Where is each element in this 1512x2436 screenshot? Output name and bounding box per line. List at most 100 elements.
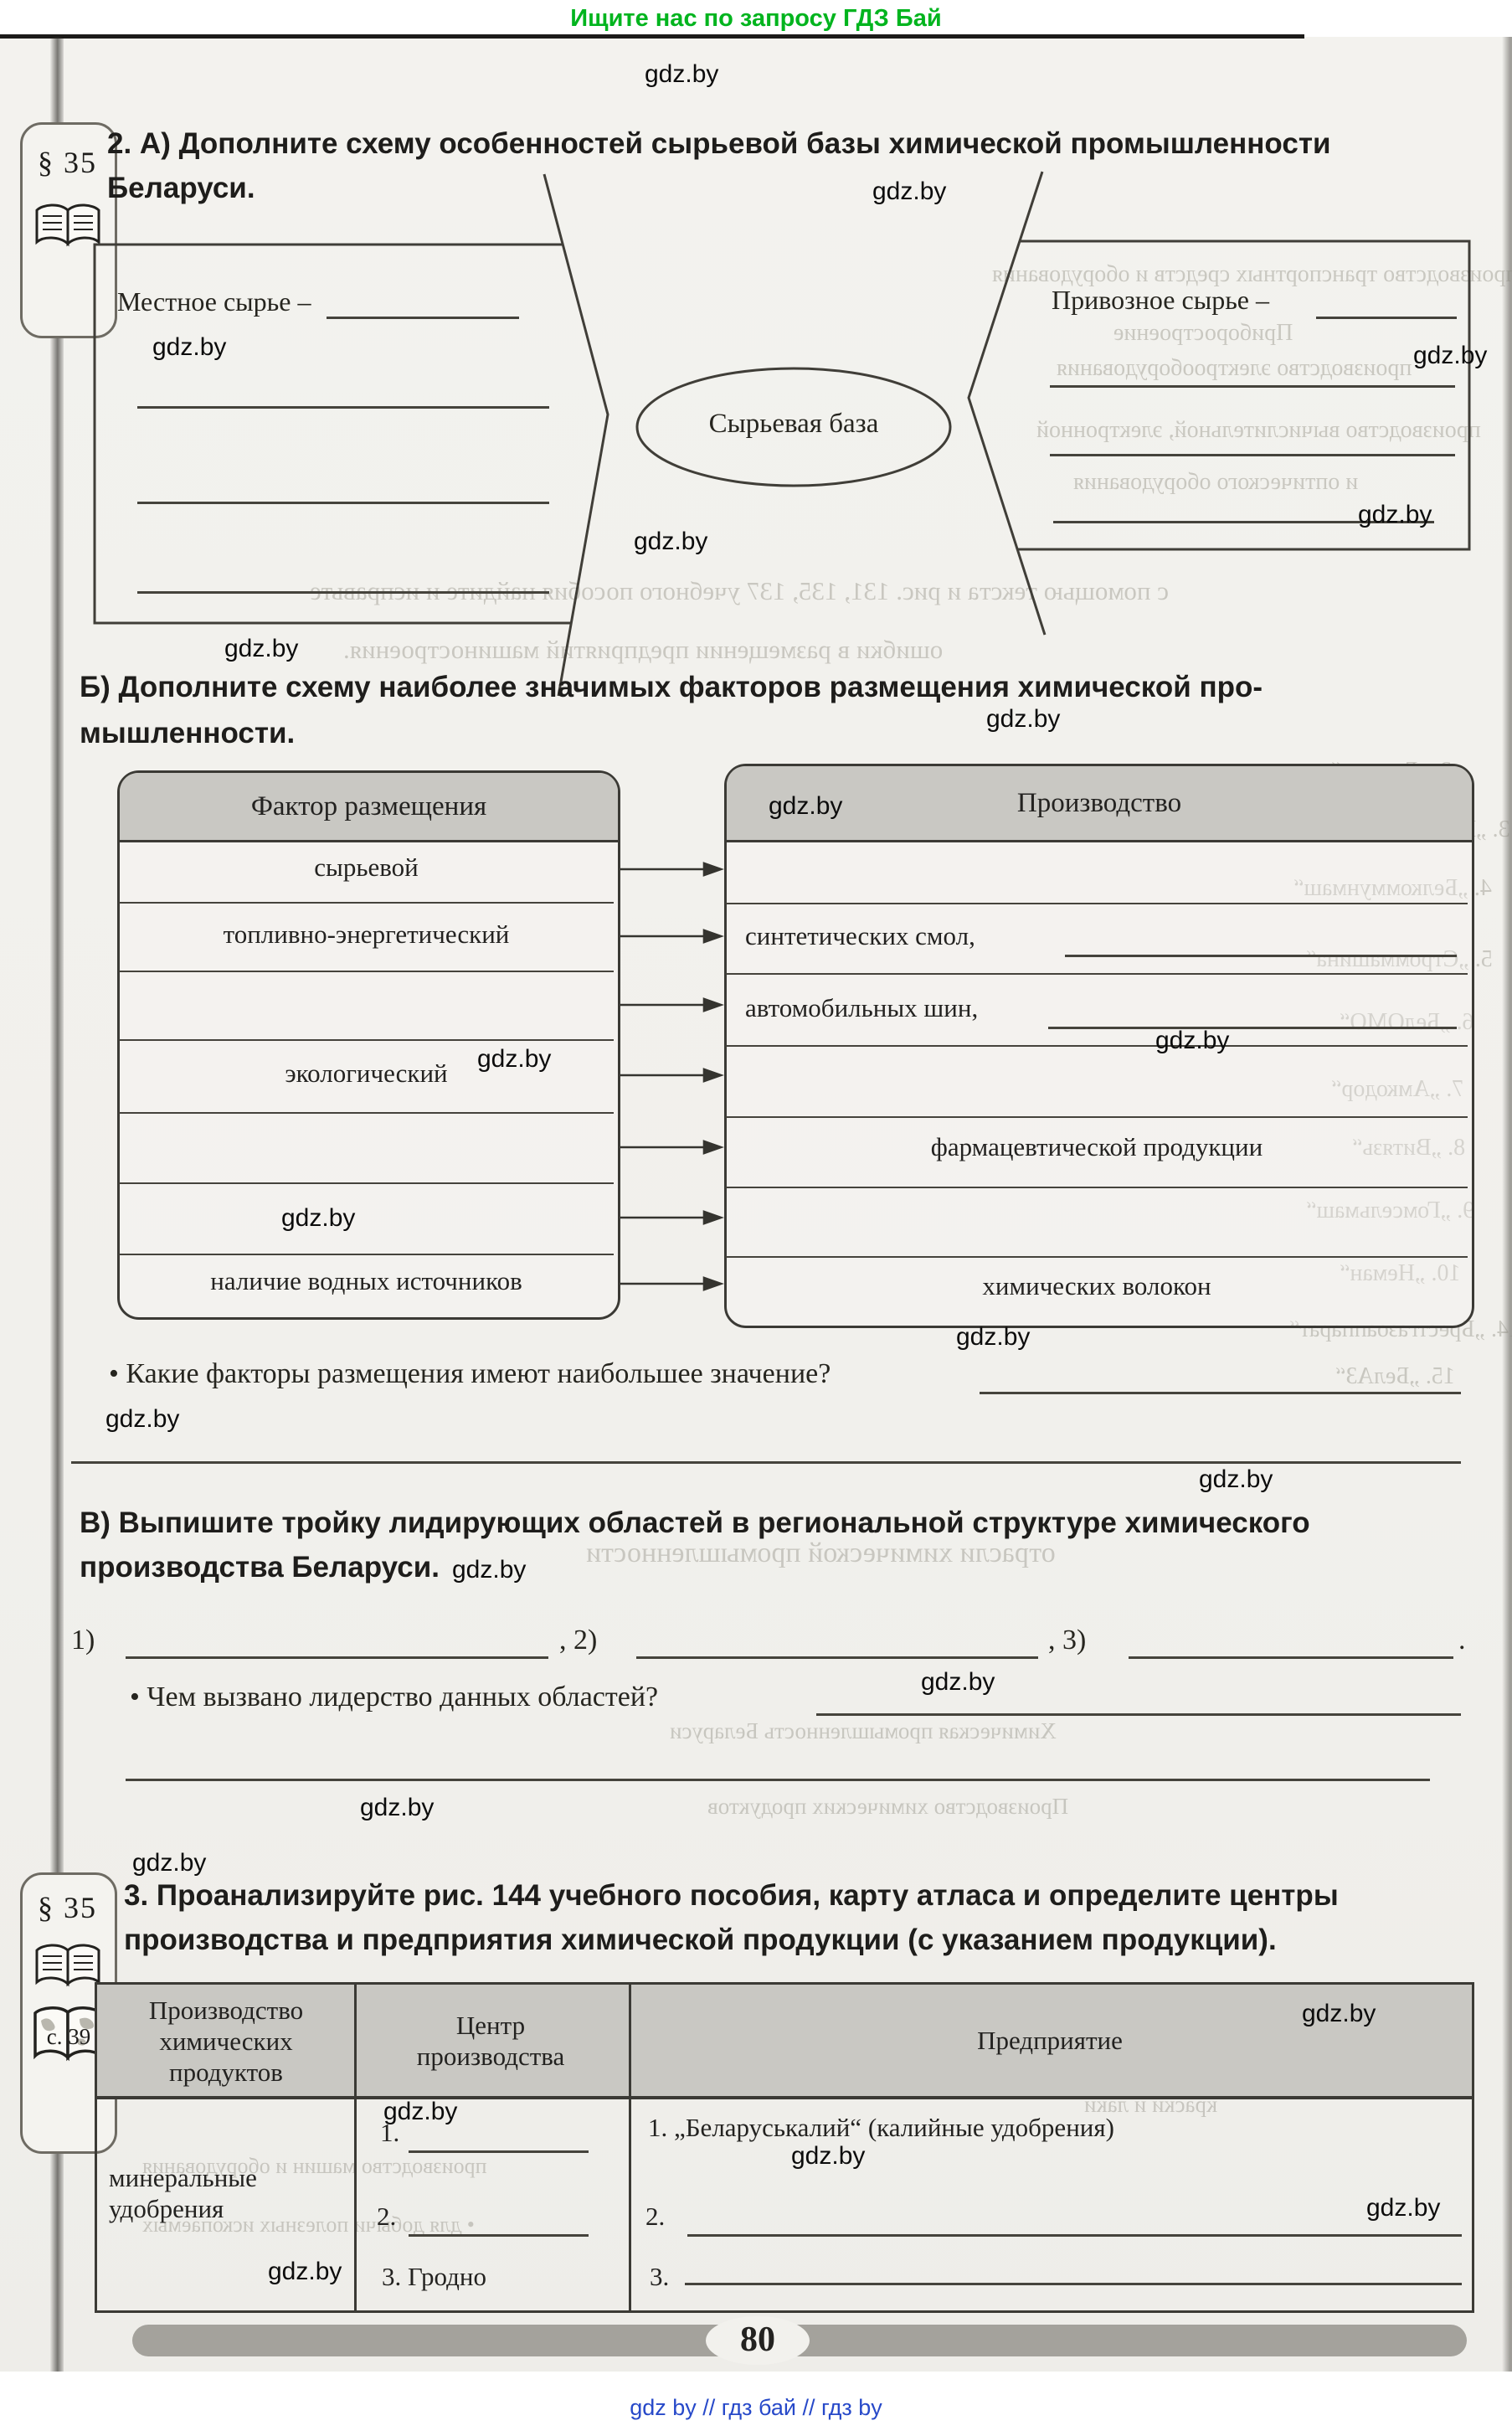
production-row: химических волокон xyxy=(982,1271,1211,1300)
page-number: 80 xyxy=(740,2320,775,2359)
watermark: gdz.by xyxy=(268,2258,342,2285)
answer-blank xyxy=(685,2283,1462,2285)
answer-blank xyxy=(409,2234,589,2237)
answer-blank xyxy=(327,317,519,319)
factors-box-header: Фактор размещения xyxy=(120,773,618,842)
watermark: gdz.by xyxy=(986,705,1061,733)
table-col-header: Центр производства xyxy=(416,2011,565,2072)
enum-2: , 2) xyxy=(559,1625,598,1656)
row-divider xyxy=(726,903,1468,904)
atlas-page-label: с. 39 xyxy=(46,2024,91,2049)
task2v-heading: В) Выпишите тройку лидирующих областей в… xyxy=(80,1506,1310,1584)
paragraph-label: § 35 xyxy=(38,1891,97,1924)
enum-dot: . xyxy=(1458,1625,1466,1656)
row-divider xyxy=(119,1254,614,1255)
factor-row: сырьевой xyxy=(314,852,419,882)
watermark: gdz.by xyxy=(645,60,719,88)
scan-right-edge xyxy=(1502,37,1512,2372)
enterprise-cell-1: 1. „Беларуськалий“ (калийные удобрения) xyxy=(648,2113,1114,2142)
enterprise-cell-2: 2. xyxy=(645,2202,666,2231)
watermark: gdz.by xyxy=(360,1794,435,1821)
watermark: gdz.by xyxy=(383,2098,458,2125)
watermark: gdz.by xyxy=(1302,2000,1376,2027)
task2b-heading-line2: мышленности. xyxy=(80,717,296,749)
bleedthrough-text: 15. „БелАЗ“ xyxy=(1335,1363,1455,1389)
scheme-center-label: Сырьевая база xyxy=(708,409,879,439)
row-divider xyxy=(726,1187,1468,1188)
answer-blank xyxy=(126,1656,548,1659)
answer-blank xyxy=(137,502,549,504)
task2b-heading-line1: Б) Дополните схему наиболее значимых фак… xyxy=(80,671,1263,703)
row-divider xyxy=(119,902,614,904)
answer-blank xyxy=(1065,955,1457,957)
open-book-icon xyxy=(35,1944,100,1987)
watermark: gdz.by xyxy=(921,1668,995,1696)
product-cell: минеральные удобрения xyxy=(109,2163,257,2224)
production-box-header: Производство xyxy=(727,766,1472,842)
row-divider xyxy=(726,973,1468,975)
center-cell-3: 3. Гродно xyxy=(382,2262,486,2291)
watermark: gdz.by xyxy=(791,2142,866,2170)
watermark: gdz.by xyxy=(132,1849,207,1877)
production-row: синтетических смол, xyxy=(745,921,975,950)
factor-row: наличие водных источников xyxy=(210,1266,522,1295)
open-book-icon xyxy=(35,203,100,247)
row-divider xyxy=(119,1039,614,1041)
watermark: gdz.by xyxy=(769,792,843,820)
bleedthrough-text: Химическая промышленность Беларуси xyxy=(670,1718,1057,1743)
task2-heading: 2. А) Дополните схему особенностей сырье… xyxy=(107,127,1331,204)
watermark: gdz.by xyxy=(452,1556,527,1584)
scan-top-edge xyxy=(0,34,1304,39)
page-number-ellipse xyxy=(706,2316,810,2365)
answer-blank xyxy=(137,591,549,594)
watermark: gdz.by xyxy=(1199,1465,1273,1493)
question-factors: • Какие факторы размещения имеют наиболь… xyxy=(109,1358,831,1389)
production-row: фармацевтической продукции xyxy=(930,1132,1263,1161)
gdz-search-hint: Ищите нас по запросу ГДЗ Бай xyxy=(570,5,942,32)
row-divider xyxy=(119,1182,614,1184)
watermark: gdz.by xyxy=(477,1045,552,1073)
row-divider xyxy=(726,1256,1468,1258)
answer-blank xyxy=(636,1656,1038,1659)
factor-row: топливно-энергетический xyxy=(223,919,510,949)
table-col-header: Предприятие xyxy=(977,2026,1123,2055)
answer-blank xyxy=(1129,1656,1453,1659)
answer-blank xyxy=(126,1779,1430,1781)
watermark: gdz.by xyxy=(224,635,299,662)
answer-blank xyxy=(137,406,549,409)
column-divider xyxy=(354,1985,357,2310)
paragraph-label: § 35 xyxy=(38,146,97,179)
question-leaders: • Чем вызвано лидерство данных областей? xyxy=(130,1682,659,1712)
row-divider xyxy=(726,1045,1468,1047)
enterprise-cell-3: 3. xyxy=(650,2262,670,2291)
answer-blank xyxy=(980,1392,1461,1394)
factor-row: экологический xyxy=(285,1058,448,1088)
watermark: gdz.by xyxy=(281,1204,356,1232)
footer-gdz-links: gdz by // гдз бай // гдз by xyxy=(630,2395,882,2420)
task3-table: Производство химических продуктов Центр … xyxy=(95,1982,1474,2313)
margin-tab-task2: § 35 xyxy=(20,122,117,338)
table-header-row xyxy=(97,1985,1472,2099)
table-col-header: Производство химических продуктов xyxy=(148,1996,304,2088)
answer-blank xyxy=(1050,454,1455,456)
watermark: gdz.by xyxy=(1155,1027,1230,1054)
bleedthrough-text: Производство химических продуктов xyxy=(707,1794,1069,1819)
watermark: gdz.by xyxy=(634,528,708,555)
watermark: gdz.by xyxy=(872,178,947,205)
local-raw-label: Местное сырье – xyxy=(117,286,311,317)
answer-blank xyxy=(1048,1027,1457,1029)
row-divider xyxy=(119,971,614,972)
answer-blank xyxy=(1316,317,1457,319)
binding-shadow xyxy=(50,37,64,2372)
column-divider xyxy=(629,1985,631,2310)
imported-raw-label: Привозное сырье – xyxy=(1052,285,1269,315)
answer-blank xyxy=(687,2234,1462,2237)
enum-3: , 3) xyxy=(1048,1625,1087,1656)
center-cell-2: 2. xyxy=(377,2202,397,2231)
enum-1: 1) xyxy=(71,1625,95,1656)
watermark: gdz.by xyxy=(105,1405,180,1433)
answer-blank xyxy=(816,1713,1461,1716)
watermark: gdz.by xyxy=(1366,2194,1441,2222)
production-row: автомобильных шин, xyxy=(745,993,979,1022)
